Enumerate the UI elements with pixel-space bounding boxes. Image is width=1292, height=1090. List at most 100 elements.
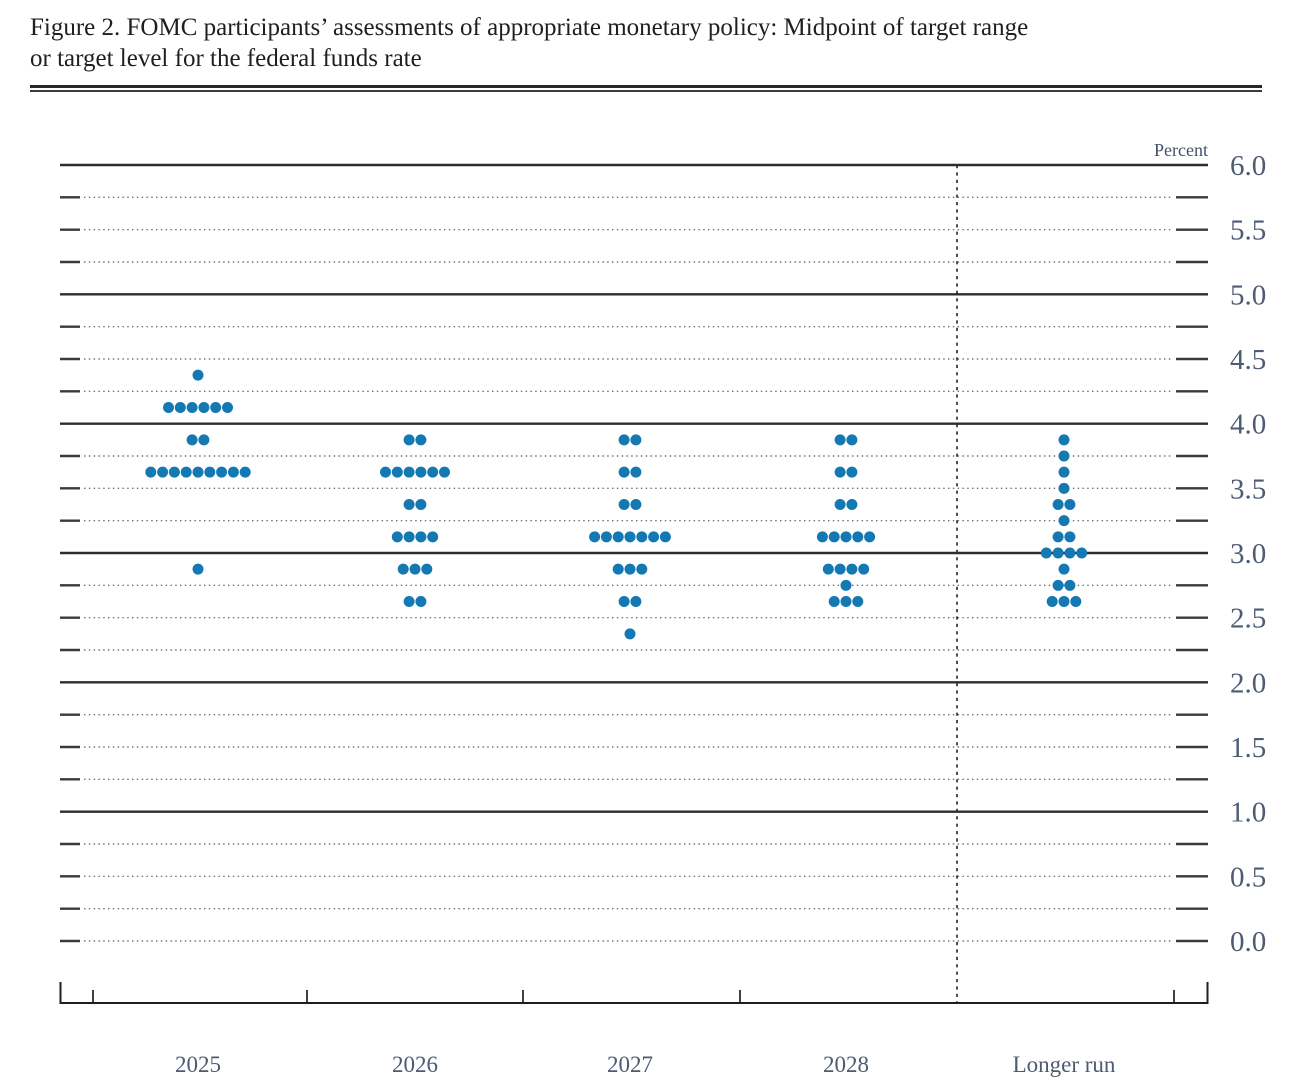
dot <box>192 369 204 381</box>
dot <box>648 531 660 543</box>
dot <box>1046 596 1058 608</box>
y-axis-labels: 6.0 5.5 5.0 4.5 4.0 3.5 3.0 2.5 2.0 1.5 1.0 0.5 0.0 <box>1230 150 1266 958</box>
dot <box>1064 579 1076 591</box>
y-tick-label: 4.5 <box>1230 344 1266 376</box>
dot <box>852 596 864 608</box>
dot <box>1052 499 1064 511</box>
dot <box>589 531 601 543</box>
dot <box>397 563 409 575</box>
y-tick-label: 3.0 <box>1230 538 1266 570</box>
dot <box>858 563 870 575</box>
dot <box>168 466 180 478</box>
dot <box>1076 547 1088 559</box>
dot <box>618 434 630 446</box>
y-tick-label: 0.0 <box>1230 926 1266 958</box>
dot <box>427 466 439 478</box>
dot <box>403 466 415 478</box>
dot <box>846 434 858 446</box>
dot <box>198 434 210 446</box>
dot <box>380 466 391 478</box>
dot <box>427 531 439 543</box>
y-tick-label: 5.0 <box>1230 279 1266 311</box>
dot <box>630 596 642 608</box>
dot <box>415 531 427 543</box>
dot <box>612 531 624 543</box>
dot <box>840 531 852 543</box>
y-tick-label: 4.0 <box>1230 409 1266 441</box>
x-axis-labels: 2025 2026 2027 2028 Longer run <box>175 1052 1116 1077</box>
y-tick-label: 2.0 <box>1230 667 1266 699</box>
y-tick-label: 1.0 <box>1230 797 1266 829</box>
dot <box>1070 596 1082 608</box>
dot <box>157 466 169 478</box>
dot <box>846 466 858 478</box>
dot <box>1058 434 1070 446</box>
dot <box>216 466 228 478</box>
dots-2025 <box>145 369 251 575</box>
y-tick-label: 1.5 <box>1230 732 1266 764</box>
dot <box>198 402 210 414</box>
dot <box>1052 547 1064 559</box>
dot <box>204 466 216 478</box>
dot <box>415 434 427 446</box>
dot <box>1058 466 1070 478</box>
figure-title: Figure 2. FOMC participants’ assessments… <box>30 12 1270 74</box>
dot <box>624 531 636 543</box>
dot <box>1058 563 1070 575</box>
dot <box>186 434 198 446</box>
dot <box>421 563 433 575</box>
title-rule <box>30 85 1262 92</box>
dot <box>1064 531 1076 543</box>
figure-title-line1: Figure 2. FOMC participants’ assessments… <box>30 14 1029 41</box>
dot <box>834 466 846 478</box>
dot <box>180 466 192 478</box>
dot <box>864 531 876 543</box>
dot <box>1052 531 1064 543</box>
dot <box>1058 450 1070 462</box>
dot <box>630 466 642 478</box>
x-category-label: Longer run <box>1013 1052 1116 1077</box>
dot <box>834 563 846 575</box>
dots-longer-run <box>1040 434 1088 608</box>
dot <box>846 563 858 575</box>
dot <box>415 466 427 478</box>
x-axis <box>59 982 1209 1004</box>
dot <box>1058 482 1070 494</box>
dot <box>828 596 840 608</box>
dot <box>636 563 648 575</box>
dot <box>852 531 864 543</box>
dot <box>822 563 834 575</box>
dot <box>145 466 157 478</box>
dot <box>1058 596 1070 608</box>
dot <box>403 531 415 543</box>
dots-2027 <box>589 434 671 640</box>
x-category-label: 2026 <box>392 1052 438 1077</box>
dot <box>391 466 403 478</box>
dot <box>630 434 642 446</box>
dot <box>659 531 671 543</box>
y-tick-label: 2.5 <box>1230 603 1266 635</box>
dot <box>174 402 186 414</box>
dot <box>816 531 828 543</box>
dot <box>1064 547 1076 559</box>
dot <box>391 531 403 543</box>
x-category-label: 2028 <box>823 1052 869 1077</box>
dots-2028 <box>816 434 876 608</box>
dot <box>403 596 415 608</box>
dot <box>846 499 858 511</box>
dot <box>624 563 636 575</box>
x-category-label: 2027 <box>607 1052 653 1077</box>
dot <box>618 596 630 608</box>
dot <box>1040 547 1052 559</box>
figure-title-line2: or target level for the federal funds ra… <box>30 45 422 72</box>
dot <box>612 563 624 575</box>
dot <box>600 531 612 543</box>
dot <box>1064 499 1076 511</box>
dot <box>439 466 450 478</box>
x-category-label: 2025 <box>175 1052 221 1077</box>
dot <box>239 466 251 478</box>
dot <box>227 466 239 478</box>
y-gridlines <box>60 163 1208 943</box>
dot <box>415 499 427 511</box>
y-tick-label: 5.5 <box>1230 215 1266 247</box>
